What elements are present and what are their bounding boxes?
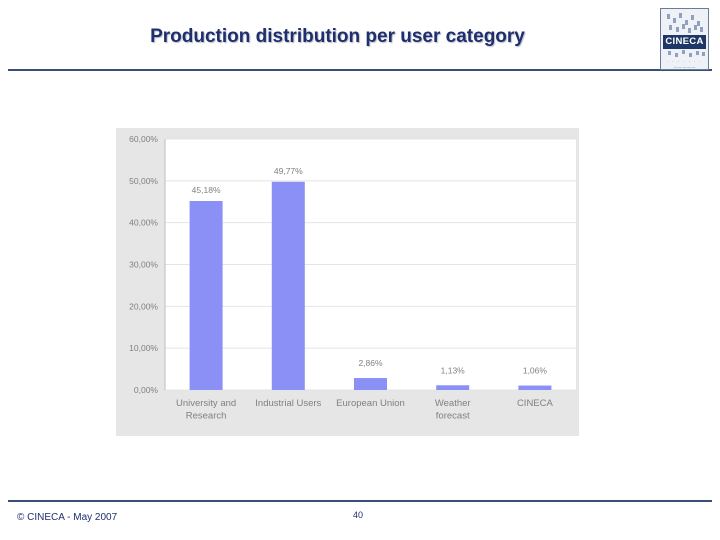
data-label: 45,18%: [192, 185, 221, 195]
bar: [436, 385, 470, 390]
logo-tagline-graphic-2: — — — — —: [673, 65, 696, 69]
data-label: 49,77%: [274, 166, 303, 176]
data-label: 1,06%: [523, 366, 548, 376]
x-tick-label: European Union: [336, 398, 405, 409]
x-tick-label: forecast: [436, 411, 470, 422]
y-tick-label: 10,00%: [129, 343, 158, 353]
slide-title: Production distribution per user categor…: [150, 26, 525, 47]
logo-tagline-graphic: · · · · · · ·: [666, 59, 703, 64]
logo-wordmark: CINECA: [663, 35, 706, 49]
data-label: 1,13%: [441, 365, 466, 375]
x-tick-label: University and: [176, 398, 236, 409]
page-number: 40: [353, 510, 364, 520]
bar: [518, 385, 552, 390]
bar-chart: 0,00% 10,00% 20,00% 30,00% 40,00% 50,00% 60,00…: [129, 134, 576, 422]
y-tick-label: 50,00%: [129, 176, 158, 186]
bar: [271, 181, 305, 390]
y-tick-label: 60,00%: [129, 134, 158, 144]
bar: [189, 200, 223, 390]
logo-dot-pattern: [665, 12, 704, 34]
x-tick-label: Research: [186, 411, 227, 422]
y-tick-label: 0,00%: [134, 385, 159, 395]
data-label: 2,86%: [358, 358, 383, 368]
x-tick-label: Weather: [435, 398, 471, 409]
logo-dot-pattern-lower: [665, 50, 705, 58]
y-tick-label: 30,00%: [129, 260, 158, 270]
cineca-logo: CINECA · · · · · · · — — — — —: [660, 8, 709, 70]
y-tick-label: 40,00%: [129, 218, 158, 228]
bar: [354, 378, 387, 390]
title-divider: [8, 69, 712, 71]
footer-copyright: © CINECA - May 2007: [17, 512, 118, 523]
y-tick-label: 20,00%: [129, 301, 158, 311]
chart-panel: 0,00% 10,00% 20,00% 30,00% 40,00% 50,00% 60,00…: [116, 128, 579, 436]
x-tick-label: CINECA: [517, 398, 554, 409]
footer-divider: [8, 500, 712, 502]
x-tick-label: Industrial Users: [255, 398, 321, 409]
